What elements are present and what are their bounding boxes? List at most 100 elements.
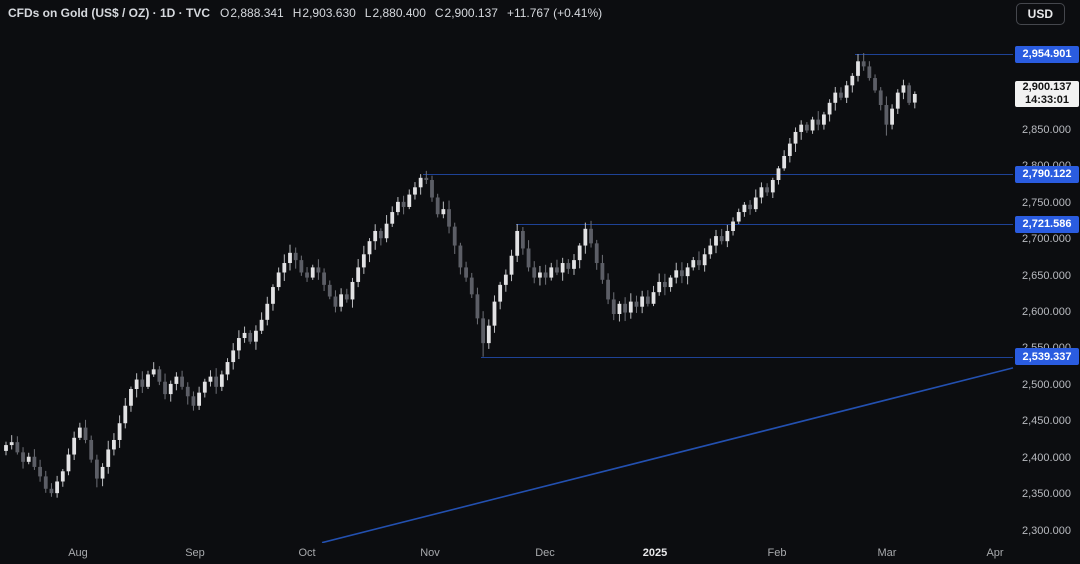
candle-body xyxy=(83,427,88,440)
candle-body xyxy=(833,92,838,103)
candle-body xyxy=(333,296,338,307)
candle-body xyxy=(753,197,758,210)
candle-body xyxy=(43,476,48,489)
low-label: L xyxy=(364,6,372,20)
current-price-badge[interactable]: 2,900.137 14:33:01 xyxy=(1015,80,1079,107)
candle-body xyxy=(339,294,344,307)
candle-body xyxy=(413,187,417,195)
candle-body xyxy=(38,466,42,477)
candle-body xyxy=(662,281,667,288)
candle-body xyxy=(481,318,486,344)
candle-body xyxy=(197,392,202,406)
candle-body xyxy=(611,299,616,314)
price-axis[interactable]: 2,300.000 2,350.000 2,400.000 2,450.000 2,50… xyxy=(1014,0,1080,543)
candle-body xyxy=(146,374,150,387)
candle-body xyxy=(202,381,207,393)
candle-body xyxy=(55,481,60,494)
candle-body xyxy=(770,180,775,193)
candle-body xyxy=(793,131,798,144)
candle-body xyxy=(151,369,156,375)
candle-body xyxy=(384,223,389,239)
candle-body xyxy=(645,296,650,304)
candle-body xyxy=(674,270,679,278)
candle-body xyxy=(810,119,815,131)
candle-body xyxy=(174,376,179,384)
time-axis[interactable]: Aug Sep Oct Nov Dec 2025 Feb Mar Apr xyxy=(0,543,1014,564)
candle-body xyxy=(163,381,167,395)
candle-body xyxy=(509,255,514,275)
candle-body xyxy=(254,330,258,342)
candle-body xyxy=(452,226,457,246)
close-label: C xyxy=(434,6,444,20)
trend-line[interactable] xyxy=(321,367,1014,543)
candle-body xyxy=(856,61,860,76)
candle-body xyxy=(458,245,463,268)
price-tick-label: 2,400.000 xyxy=(1022,451,1071,464)
candle-body xyxy=(543,272,548,278)
change-value: +11.767 (+0.41%) xyxy=(506,6,603,20)
currency-button[interactable]: USD xyxy=(1015,3,1065,25)
candle-body xyxy=(322,272,326,285)
current-price-value: 2,900.137 xyxy=(1022,80,1072,93)
candle-body xyxy=(538,272,542,278)
candle-body xyxy=(327,284,332,297)
candle-body xyxy=(117,423,122,440)
candle-body xyxy=(168,383,173,395)
candle-body xyxy=(486,325,491,344)
candle-body xyxy=(867,66,872,79)
candle-body xyxy=(617,303,622,314)
candle-body xyxy=(180,376,184,387)
candle-body xyxy=(861,61,866,67)
candle-body xyxy=(469,277,474,295)
candle-body xyxy=(140,379,145,387)
candle-body xyxy=(276,272,281,288)
candle-body xyxy=(310,267,315,278)
candle-body xyxy=(668,277,673,288)
candle-body xyxy=(191,396,196,406)
candle-body xyxy=(839,92,843,98)
candle-body xyxy=(844,85,849,98)
candle-body xyxy=(895,92,900,109)
candle-body xyxy=(634,301,639,307)
price-tick-label: 2,750.000 xyxy=(1022,196,1071,209)
candle-body xyxy=(594,243,599,264)
candle-body xyxy=(583,228,588,246)
candle-body xyxy=(736,212,741,222)
candle-body xyxy=(680,270,684,277)
price-tick-label: 2,300.000 xyxy=(1022,524,1071,537)
price-level-badge[interactable]: 2,721.586 xyxy=(1015,215,1079,233)
candle-body xyxy=(503,274,508,285)
price-level-badge[interactable]: 2,954.901 xyxy=(1015,45,1079,63)
candle-body xyxy=(214,376,219,387)
candle-body xyxy=(526,248,531,268)
candle-body xyxy=(134,379,139,390)
candle-body xyxy=(560,263,565,273)
candle-body xyxy=(827,102,832,115)
high-label: H xyxy=(292,6,302,20)
candle-body xyxy=(890,108,894,125)
time-axis-month-label: Nov xyxy=(420,547,440,559)
candle-body xyxy=(691,260,696,268)
candle-body xyxy=(259,319,264,331)
candle-body xyxy=(305,272,309,278)
price-tick-label: 2,450.000 xyxy=(1022,415,1071,428)
candle-body xyxy=(361,254,366,268)
price-level-badge[interactable]: 2,539.337 xyxy=(1015,348,1079,366)
candle-body xyxy=(657,281,662,293)
candle-body xyxy=(356,267,361,282)
price-tick-label: 2,350.000 xyxy=(1022,488,1071,501)
candle-body xyxy=(492,301,497,326)
candle-body xyxy=(804,124,809,131)
candle-body xyxy=(685,267,690,277)
candle-body xyxy=(89,439,94,460)
chart-canvas[interactable] xyxy=(0,0,1014,543)
candle-body xyxy=(424,177,429,181)
candle-body xyxy=(549,267,554,278)
candle-body xyxy=(21,452,25,462)
price-level-badge[interactable]: 2,790.122 xyxy=(1015,165,1079,183)
price-tick-label: 2,700.000 xyxy=(1022,233,1071,246)
symbol-title[interactable]: CFDs on Gold (US$ / OZ) · 1D · TVC xyxy=(8,6,210,20)
candle-body xyxy=(628,301,633,313)
candle-body xyxy=(208,376,213,382)
